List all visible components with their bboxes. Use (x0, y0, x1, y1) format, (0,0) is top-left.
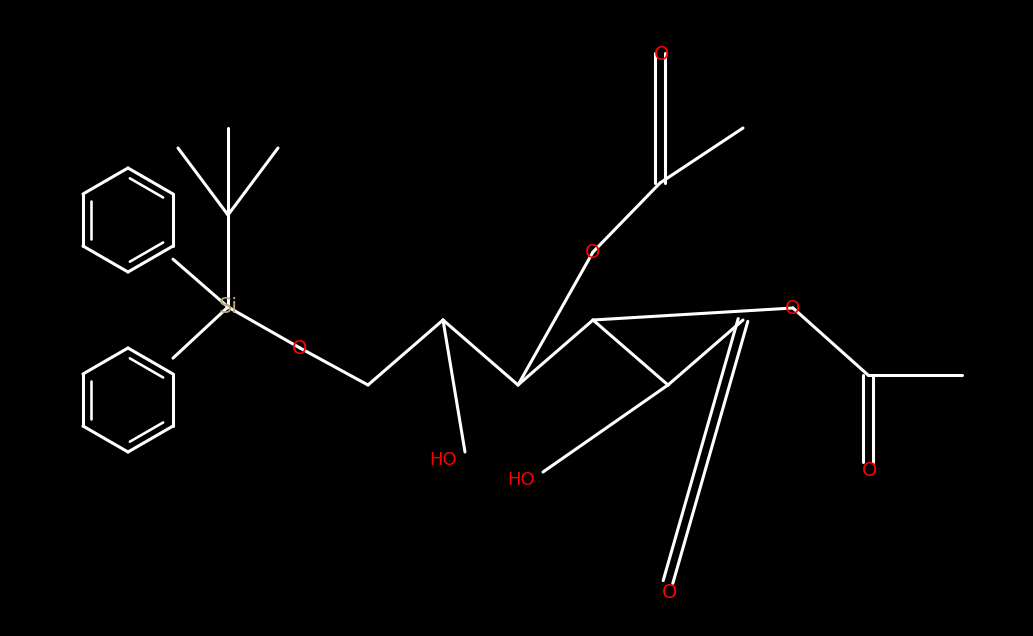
Text: HO: HO (507, 471, 535, 489)
Text: O: O (654, 46, 669, 64)
Text: Si: Si (218, 297, 238, 317)
Text: HO: HO (430, 451, 457, 469)
Text: O: O (586, 242, 600, 261)
Text: O: O (785, 298, 801, 317)
Text: O: O (292, 338, 308, 357)
Text: O: O (863, 460, 878, 480)
Text: O: O (662, 583, 678, 602)
